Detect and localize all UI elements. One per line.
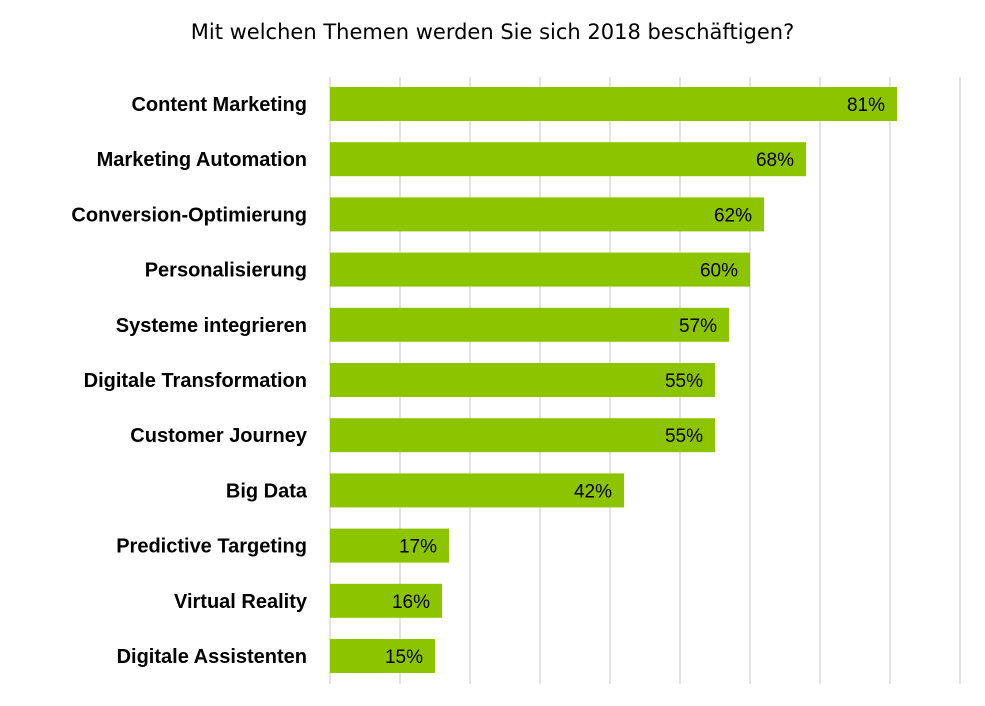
data-label: 57%	[679, 316, 717, 337]
category-label: Personalisierung	[145, 260, 307, 282]
category-label: Customer Journey	[130, 425, 308, 447]
bar	[330, 252, 750, 287]
data-label: 17%	[399, 537, 437, 558]
chart-title: Mit welchen Themen werden Sie sich 2018 …	[190, 20, 795, 44]
category-label: Digitale Transformation	[84, 370, 307, 392]
bar	[330, 583, 442, 618]
category-labels: Content Marketing Marketing Automation Con…	[71, 94, 307, 668]
bar	[330, 363, 715, 397]
category-label: Marketing Automation	[97, 149, 307, 171]
category-label: Virtual Reality	[174, 591, 308, 613]
data-label: 16%	[392, 592, 430, 613]
data-label: 55%	[665, 426, 703, 447]
category-label: Conversion-Optimierung	[71, 204, 307, 226]
data-label: 68%	[756, 150, 794, 171]
data-label: 81%	[847, 95, 885, 116]
bar	[330, 418, 715, 453]
data-label: 15%	[385, 647, 423, 668]
category-label: Big Data	[226, 480, 308, 502]
data-label: 60%	[700, 261, 738, 282]
bar	[330, 307, 729, 342]
data-label: 55%	[665, 371, 703, 392]
category-label: Predictive Targeting	[116, 536, 307, 558]
bar	[330, 197, 764, 232]
data-label: 62%	[714, 205, 752, 226]
bar	[330, 142, 806, 177]
data-label: 42%	[574, 481, 612, 502]
bar	[330, 528, 449, 563]
data-labels: 81% 68% 62% 60% 57% 55% 55% 42% 17% 16% 15%	[385, 95, 885, 668]
bar	[330, 473, 624, 508]
bar	[330, 87, 897, 121]
bar	[330, 639, 435, 673]
category-label: Systeme integrieren	[116, 315, 307, 337]
bars	[330, 87, 897, 673]
category-label: Content Marketing	[131, 94, 307, 116]
category-label: Digitale Assistenten	[117, 646, 307, 668]
